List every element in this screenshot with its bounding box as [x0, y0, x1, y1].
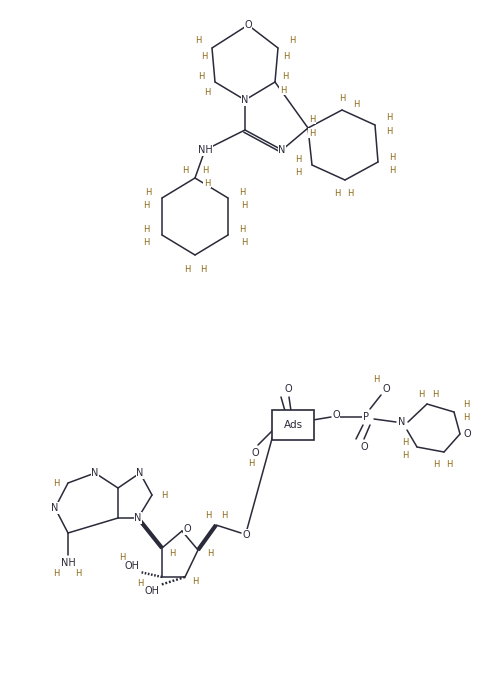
Text: H: H — [283, 52, 289, 61]
Text: O: O — [244, 20, 252, 30]
Text: H: H — [282, 71, 288, 80]
Text: H: H — [202, 166, 208, 175]
Text: NH: NH — [61, 558, 75, 568]
Text: O: O — [284, 384, 292, 394]
Text: H: H — [145, 187, 151, 196]
Text: H: H — [207, 549, 213, 558]
Text: H: H — [241, 238, 247, 247]
Text: OH: OH — [124, 561, 139, 571]
Text: H: H — [309, 129, 315, 138]
Text: H: H — [402, 451, 408, 460]
Text: H: H — [386, 113, 392, 122]
Text: H: H — [184, 265, 190, 274]
Text: NH: NH — [198, 145, 212, 155]
Text: H: H — [295, 167, 301, 176]
Text: H: H — [373, 375, 379, 384]
Text: H: H — [200, 265, 206, 274]
Text: H: H — [418, 390, 424, 399]
Text: H: H — [169, 549, 175, 558]
Text: H: H — [143, 238, 149, 247]
Text: N: N — [134, 513, 142, 523]
Text: H: H — [53, 478, 59, 487]
Text: O: O — [360, 442, 368, 452]
Text: H: H — [161, 491, 167, 500]
Text: O: O — [332, 410, 340, 420]
Text: OH: OH — [144, 586, 159, 596]
Text: N: N — [278, 145, 286, 155]
Text: H: H — [192, 578, 198, 587]
Text: H: H — [432, 390, 438, 399]
Text: H: H — [75, 569, 81, 578]
Text: H: H — [248, 459, 254, 468]
Text: H: H — [201, 52, 207, 61]
Text: N: N — [91, 468, 99, 478]
Text: H: H — [463, 413, 469, 422]
Text: H: H — [463, 399, 469, 408]
Text: O: O — [242, 530, 250, 540]
Text: H: H — [339, 93, 345, 102]
Text: H: H — [239, 187, 245, 196]
Text: H: H — [137, 578, 143, 587]
Text: H: H — [143, 225, 149, 234]
Text: N: N — [242, 95, 249, 105]
Text: H: H — [182, 166, 188, 175]
Text: H: H — [280, 86, 286, 95]
Text: H: H — [204, 178, 210, 187]
Text: H: H — [347, 189, 353, 198]
Text: H: H — [195, 35, 201, 44]
Text: H: H — [53, 569, 59, 578]
Text: O: O — [251, 448, 259, 458]
Text: H: H — [402, 437, 408, 446]
Text: O: O — [382, 384, 390, 394]
Text: H: H — [386, 126, 392, 135]
FancyBboxPatch shape — [272, 410, 314, 440]
Text: H: H — [241, 200, 247, 209]
Text: H: H — [353, 100, 359, 108]
Text: N: N — [51, 503, 59, 513]
Text: O: O — [183, 524, 191, 534]
Text: H: H — [221, 511, 227, 520]
Text: H: H — [389, 153, 395, 162]
Text: H: H — [389, 166, 395, 175]
Text: H: H — [289, 35, 295, 44]
Text: O: O — [463, 429, 471, 439]
Text: H: H — [205, 511, 211, 520]
Text: H: H — [295, 155, 301, 164]
Text: N: N — [136, 468, 144, 478]
Text: P: P — [363, 412, 369, 422]
Text: H: H — [204, 88, 210, 97]
Text: H: H — [334, 189, 340, 198]
Text: N: N — [398, 417, 406, 427]
Text: H: H — [119, 553, 125, 562]
Text: H: H — [239, 225, 245, 234]
Text: H: H — [198, 71, 204, 80]
Text: H: H — [309, 115, 315, 124]
Text: H: H — [433, 460, 439, 468]
Text: H: H — [446, 460, 452, 468]
Text: H: H — [143, 200, 149, 209]
Text: Ads: Ads — [283, 420, 303, 430]
